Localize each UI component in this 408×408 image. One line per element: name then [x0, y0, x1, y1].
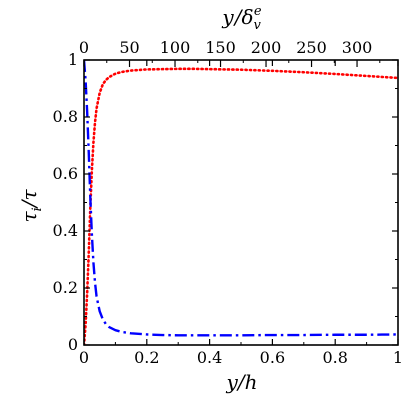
top-tick-label: 200 [251, 38, 282, 57]
top-axis-title-sup: e [254, 4, 262, 19]
top-tick-label: 150 [205, 38, 236, 57]
x-tick-label: 0 [79, 348, 89, 367]
top-axis-title-delta: δ [241, 5, 253, 29]
top-axis-title-y: y [221, 5, 234, 29]
x-tick-label: 0.4 [197, 348, 222, 367]
series-line-0 [84, 67, 398, 345]
x-tick-label: 0.6 [260, 348, 285, 367]
y-tick-label: 1 [68, 50, 78, 69]
plot-area [84, 60, 398, 345]
series-line-1 [84, 60, 398, 337]
x-axis-title: y/h [226, 370, 258, 394]
x-tick-label: 0.8 [322, 348, 347, 367]
top-axis-title: y/δve [221, 4, 261, 33]
x-tick-label: 0.2 [134, 348, 159, 367]
y-tick-label: 0.4 [53, 221, 78, 240]
svg-text:τi/τ: τi/τ [17, 189, 45, 223]
y-tick-label: 0.2 [53, 278, 78, 297]
top-tick-label: 250 [296, 38, 327, 57]
top-tick-label: 300 [342, 38, 373, 57]
y-tick-label: 0 [68, 335, 78, 354]
top-tick-label: 0 [79, 38, 89, 57]
plot-frame [83, 59, 399, 346]
y-tick-label: 0.8 [53, 107, 78, 126]
axes: 0 0.2 0.4 0.6 0.8 100.20.40.60.810 50 100 150 200… [53, 38, 404, 367]
top-axis-title-sub: v [254, 18, 262, 33]
y-axis-title: τi/τ [17, 189, 45, 223]
y-tick-label: 0.6 [53, 164, 78, 183]
top-tick-label: 50 [119, 38, 139, 57]
x-tick-label: 1 [393, 348, 403, 367]
top-tick-label: 100 [160, 38, 191, 57]
